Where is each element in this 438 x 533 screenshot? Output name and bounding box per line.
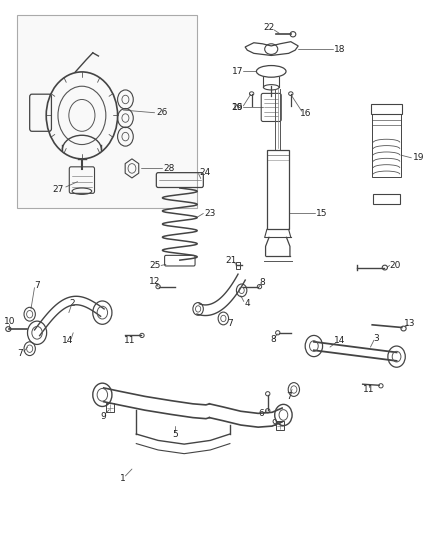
Text: 7: 7 <box>227 319 233 328</box>
Text: 15: 15 <box>315 209 327 218</box>
Text: 24: 24 <box>199 167 211 176</box>
Text: 7: 7 <box>286 392 292 401</box>
Bar <box>373 195 400 204</box>
Bar <box>371 104 403 114</box>
Text: 8: 8 <box>260 278 265 287</box>
Text: 4: 4 <box>244 299 250 308</box>
Text: 21: 21 <box>225 256 237 265</box>
Text: 9: 9 <box>100 411 106 421</box>
Text: 23: 23 <box>205 209 216 218</box>
Text: 14: 14 <box>334 336 346 345</box>
Text: 27: 27 <box>52 185 64 194</box>
Text: 10: 10 <box>4 317 15 326</box>
Text: 18: 18 <box>334 45 346 54</box>
Text: 29: 29 <box>232 103 243 112</box>
Text: 1: 1 <box>120 474 126 483</box>
Text: 26: 26 <box>157 108 168 117</box>
Bar <box>276 421 284 430</box>
Text: 7: 7 <box>17 349 22 358</box>
Text: 14: 14 <box>62 336 73 345</box>
Text: 2: 2 <box>69 299 75 308</box>
Text: 13: 13 <box>404 319 415 328</box>
Text: 20: 20 <box>389 261 401 270</box>
Text: 11: 11 <box>364 385 375 394</box>
Text: 19: 19 <box>413 154 424 163</box>
Text: 7: 7 <box>34 280 40 289</box>
Text: 28: 28 <box>163 164 175 173</box>
Bar <box>267 150 289 229</box>
Text: 12: 12 <box>149 277 160 286</box>
Bar <box>17 14 197 208</box>
Bar <box>106 403 114 413</box>
Text: 8: 8 <box>271 335 276 344</box>
Bar <box>372 114 401 177</box>
Text: 5: 5 <box>173 430 178 439</box>
Text: 9: 9 <box>272 419 278 428</box>
Text: 11: 11 <box>124 336 135 345</box>
Text: 16: 16 <box>232 103 243 112</box>
Text: 3: 3 <box>374 334 379 343</box>
Text: 16: 16 <box>300 109 312 118</box>
Bar <box>236 262 240 269</box>
Text: 17: 17 <box>232 67 243 76</box>
Text: 22: 22 <box>263 23 275 33</box>
Text: 25: 25 <box>149 261 160 270</box>
Text: 6: 6 <box>259 409 265 418</box>
